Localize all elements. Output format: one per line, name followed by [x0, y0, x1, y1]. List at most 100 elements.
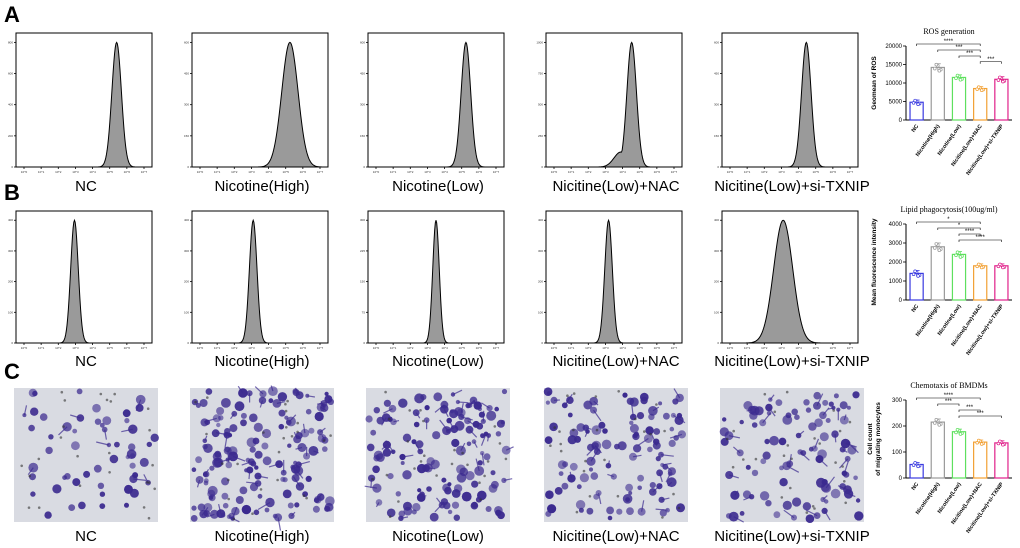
membrane-pore	[251, 512, 254, 515]
stained-cell	[29, 473, 36, 481]
histogram-x-tick-label: 10^0	[197, 170, 204, 174]
stained-cell	[317, 433, 327, 443]
stained-cell	[258, 396, 267, 405]
histogram-x-tick-label: 10^2	[761, 346, 768, 350]
stained-cell	[622, 392, 628, 398]
data-point	[933, 246, 937, 250]
histogram-x-tick-label: 10^5	[637, 346, 644, 350]
membrane-pore	[284, 402, 287, 406]
stained-cell	[853, 475, 858, 481]
stained-cell	[466, 441, 472, 447]
cell-process	[135, 399, 142, 412]
stained-cell	[261, 442, 269, 450]
membrane-pore	[754, 457, 758, 461]
cell-process	[420, 495, 427, 499]
histogram-curve	[368, 220, 504, 344]
cell-process	[505, 446, 514, 451]
stained-cell	[305, 475, 312, 482]
histogram-x-tick-label: 10^0	[197, 346, 204, 350]
bar-chart-1: Lipid phagocytosis(100ug/ml) 0 1000 2000 300…	[871, 205, 1012, 357]
membrane-pore	[296, 421, 300, 425]
c-condition-label-1: Nicotine(High)	[214, 528, 309, 545]
membrane-pore	[479, 498, 483, 502]
stained-cell	[745, 464, 751, 470]
stained-cell	[782, 415, 793, 425]
histogram-x-tick-label: 10^7	[141, 346, 148, 350]
stained-cell	[411, 439, 417, 445]
histogram-frame	[15, 210, 153, 344]
b-histogram-3: 10^0 10^1 10^2 10^3 10^4 10^5 10^6 10^7 0 100 200 3…	[538, 210, 683, 370]
histogram-y-tick-label: 0	[541, 165, 543, 169]
bar-chart-y-label: Mean fluorescence intensity	[871, 218, 878, 305]
membrane-pore	[62, 425, 65, 428]
stained-cell	[444, 486, 452, 495]
histogram-y-tick-label: 150	[360, 280, 365, 284]
histogram-x-tick-label: 10^1	[568, 170, 575, 174]
histogram-curve	[192, 218, 328, 344]
data-point	[933, 66, 937, 71]
membrane-pore	[742, 458, 745, 461]
histogram-x-tick-label: 10^6	[830, 170, 837, 174]
stained-cell	[590, 472, 599, 480]
histogram-x-tick-label: 10^3	[248, 170, 255, 174]
stained-cell	[495, 431, 502, 437]
histogram-frame	[367, 32, 505, 168]
membrane-pore	[617, 390, 620, 393]
membrane-pore	[78, 484, 82, 488]
histogram-y-tick-label: 300	[714, 103, 719, 107]
stained-cell	[451, 501, 460, 509]
bar-chart-title: Lipid phagocytosis(100ug/ml)	[900, 205, 997, 214]
cell-process	[452, 389, 463, 396]
bar	[994, 442, 1009, 479]
membrane-pore	[661, 516, 664, 519]
membrane-pore	[221, 462, 224, 465]
histogram-x-tick-label: 10^3	[72, 170, 79, 174]
cell-process	[248, 469, 251, 480]
cell-process	[665, 473, 671, 483]
histogram-y-tick-label: 200	[538, 280, 543, 284]
stained-cell	[278, 409, 286, 417]
cell-process	[277, 517, 282, 531]
histogram-x-tick-label: 10^1	[38, 170, 45, 174]
stained-cell	[402, 433, 412, 442]
a-condition-label-2: Nicotine(Low)	[392, 178, 484, 195]
significance-bracket	[937, 403, 960, 406]
cell-process	[586, 445, 597, 456]
bar-chart-x-tick-label: Nicitine(Low)+si-TXNIP	[966, 303, 1006, 356]
cell-process	[257, 475, 269, 479]
stained-cell	[786, 460, 794, 468]
cell-process	[847, 442, 859, 454]
significance-bracket	[958, 233, 981, 236]
membrane-pore	[282, 436, 286, 440]
stained-cell	[261, 428, 272, 439]
stained-cell	[833, 393, 839, 399]
cell-process	[843, 414, 847, 421]
stained-cell	[262, 456, 272, 466]
histogram-x-tick-label: 10^2	[585, 170, 592, 174]
cell-process	[819, 458, 828, 467]
stained-cell	[308, 427, 315, 434]
histogram-y-tick-label: 0	[363, 341, 365, 345]
histogram-x-tick-label: 10^6	[654, 170, 661, 174]
membrane-pore	[677, 506, 681, 510]
histogram-y-tick-label: 600	[8, 72, 13, 76]
b-histogram-4: 10^0 10^1 10^2 10^3 10^4 10^5 10^6 10^7 0 100 200 3…	[714, 210, 870, 370]
cell-process	[598, 492, 602, 505]
cell-process	[632, 454, 642, 458]
histogram-y-tick-label: 300	[360, 218, 365, 222]
bar-chart-x-tick-label: Nicitine(Low)+si-TXNIP	[966, 481, 1006, 534]
histogram-x-tick-label: 10^4	[441, 346, 448, 350]
membrane-pore	[277, 450, 281, 454]
membrane-pore	[305, 496, 308, 500]
histogram-x-tick-label: 10^3	[72, 346, 79, 350]
stained-cell	[749, 405, 760, 416]
bar-chart-y-tick-label: 100	[892, 450, 903, 456]
membrane-pore	[142, 506, 146, 509]
stained-cell	[830, 488, 841, 499]
stained-cell	[254, 450, 263, 459]
data-point	[1001, 79, 1005, 84]
stained-cell	[674, 415, 684, 425]
histogram-x-tick-label: 10^1	[390, 346, 397, 350]
histogram-frame	[15, 32, 153, 168]
stained-cell	[453, 484, 463, 493]
